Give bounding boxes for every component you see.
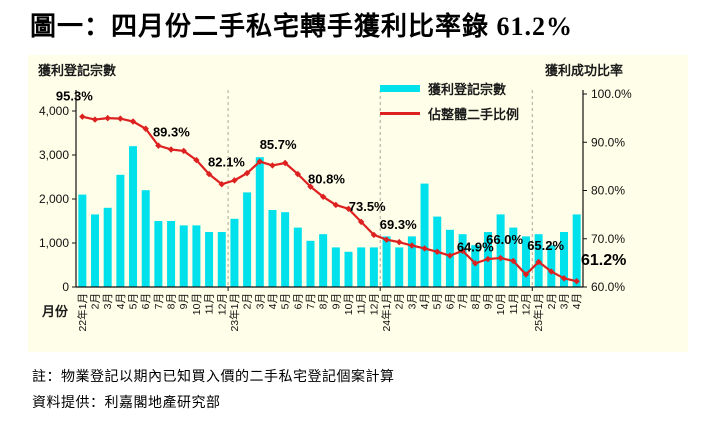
svg-text:80.0%: 80.0%	[591, 184, 625, 198]
svg-text:8月: 8月	[470, 293, 482, 309]
svg-text:22年1月: 22年1月	[76, 293, 89, 332]
svg-text:5月: 5月	[280, 293, 292, 309]
svg-text:3月: 3月	[102, 293, 114, 309]
svg-text:64.9%: 64.9%	[457, 239, 494, 254]
svg-text:70.0%: 70.0%	[591, 232, 625, 246]
svg-text:2月: 2月	[242, 293, 254, 309]
svg-text:2,000: 2,000	[39, 192, 69, 206]
legend-item-bars: 獲利登記宗數	[380, 79, 519, 98]
svg-text:11月: 11月	[356, 293, 368, 314]
svg-text:8月: 8月	[166, 293, 178, 309]
svg-text:85.7%: 85.7%	[260, 137, 297, 152]
svg-text:4月: 4月	[419, 293, 431, 309]
footnote-source: 資料提供：利嘉閣地產研究部	[32, 394, 221, 410]
svg-text:10月: 10月	[495, 293, 507, 315]
svg-text:2月: 2月	[90, 293, 102, 309]
svg-text:90.0%: 90.0%	[591, 135, 625, 149]
plot-area: 0 1,000 2,000 3,000 4,000 60.0% 70.0% 80.0% 90.0…	[39, 87, 632, 332]
svg-text:61.2%: 61.2%	[581, 252, 626, 269]
svg-text:65.2%: 65.2%	[527, 238, 564, 253]
svg-text:3月: 3月	[406, 293, 418, 309]
svg-text:66.0%: 66.0%	[486, 232, 523, 247]
svg-text:25年1月: 25年1月	[532, 293, 545, 332]
svg-text:6月: 6月	[140, 293, 152, 309]
svg-text:9月: 9月	[178, 293, 190, 309]
svg-text:12月: 12月	[368, 293, 380, 315]
svg-text:12月: 12月	[216, 293, 228, 315]
svg-text:4月: 4月	[115, 293, 127, 309]
chart-title: 圖一：四月份二手私宅轉手獲利比率錄 61.2%	[30, 12, 574, 41]
footnote-calculation: 註：物業登記以期內已知買入價的二手私宅登記個案計算	[32, 368, 395, 384]
svg-text:4月: 4月	[267, 293, 279, 309]
svg-text:80.8%: 80.8%	[308, 172, 345, 187]
legend-bar-swatch	[380, 85, 420, 92]
svg-text:6月: 6月	[292, 293, 304, 309]
legend: 獲利登記宗數 佔整體二手比例	[380, 79, 519, 123]
svg-text:3月: 3月	[254, 293, 266, 309]
svg-text:82.1%: 82.1%	[208, 154, 245, 169]
svg-text:7月: 7月	[457, 293, 469, 309]
svg-text:7月: 7月	[305, 293, 317, 309]
svg-text:24年1月: 24年1月	[380, 293, 393, 332]
svg-text:95.3%: 95.3%	[56, 89, 93, 104]
svg-text:12月: 12月	[520, 293, 532, 315]
svg-text:69.3%: 69.3%	[380, 217, 417, 232]
svg-text:4,000: 4,000	[39, 104, 69, 118]
svg-text:3,000: 3,000	[39, 148, 69, 162]
svg-text:60.0%: 60.0%	[591, 280, 625, 294]
svg-text:4月: 4月	[571, 293, 583, 309]
x-axis-caption: 月份	[42, 304, 69, 319]
svg-text:2月: 2月	[394, 293, 406, 309]
svg-text:9月: 9月	[330, 293, 342, 309]
svg-text:23年1月: 23年1月	[228, 293, 241, 332]
left-axis-caption: 獲利登記宗數	[38, 63, 117, 78]
svg-text:89.3%: 89.3%	[153, 125, 190, 140]
svg-text:10月: 10月	[191, 293, 203, 315]
svg-text:11月: 11月	[508, 293, 520, 314]
legend-item-line: 佔整體二手比例	[380, 104, 519, 123]
svg-text:0: 0	[62, 280, 69, 294]
svg-text:10月: 10月	[343, 293, 355, 315]
svg-text:8月: 8月	[318, 293, 330, 309]
svg-text:3月: 3月	[558, 293, 570, 309]
svg-text:7月: 7月	[153, 293, 165, 309]
svg-text:5月: 5月	[128, 293, 140, 309]
chart-panel: 獲利登記宗數 獲利成功比率 獲利登記宗數 佔整體二手比例 0 1,000 2,000…	[28, 55, 688, 352]
svg-text:1,000: 1,000	[39, 236, 69, 250]
right-axis-caption: 獲利成功比率	[545, 63, 624, 78]
svg-text:73.5%: 73.5%	[349, 199, 386, 214]
legend-bar-label: 獲利登記宗數	[428, 82, 507, 97]
svg-text:2月: 2月	[546, 293, 558, 309]
svg-text:11月: 11月	[204, 293, 216, 314]
legend-line-label: 佔整體二手比例	[428, 107, 520, 122]
legend-line-swatch	[380, 112, 420, 115]
svg-text:100.0%: 100.0%	[591, 87, 632, 101]
svg-text:5月: 5月	[432, 293, 444, 309]
svg-text:6月: 6月	[444, 293, 456, 309]
svg-text:9月: 9月	[482, 293, 494, 309]
